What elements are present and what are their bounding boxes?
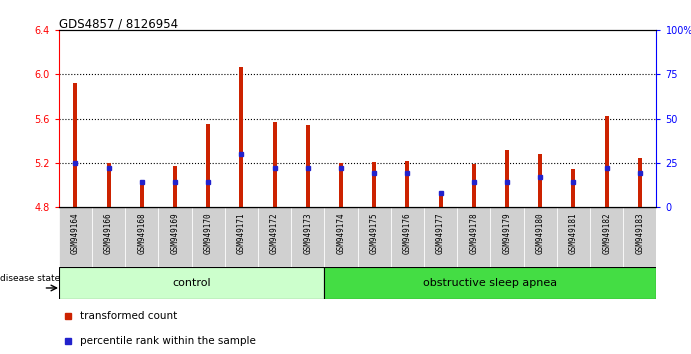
Bar: [505, 149, 509, 207]
Text: GSM949174: GSM949174: [337, 212, 346, 253]
FancyBboxPatch shape: [225, 207, 258, 267]
FancyBboxPatch shape: [358, 207, 391, 267]
Text: GSM949178: GSM949178: [469, 212, 478, 253]
Text: GSM949173: GSM949173: [303, 212, 312, 253]
Bar: [472, 164, 476, 207]
FancyBboxPatch shape: [191, 207, 225, 267]
FancyBboxPatch shape: [391, 207, 424, 267]
Bar: [605, 116, 609, 207]
Bar: [73, 83, 77, 207]
Text: GSM949177: GSM949177: [436, 212, 445, 253]
FancyBboxPatch shape: [590, 207, 623, 267]
Text: GSM949168: GSM949168: [138, 212, 146, 253]
FancyBboxPatch shape: [524, 207, 557, 267]
Text: GSM949179: GSM949179: [502, 212, 511, 253]
FancyBboxPatch shape: [457, 207, 491, 267]
Text: GSM949175: GSM949175: [370, 212, 379, 253]
Text: disease state: disease state: [0, 274, 60, 283]
Bar: [173, 166, 177, 207]
Text: GSM949172: GSM949172: [270, 212, 279, 253]
FancyBboxPatch shape: [623, 207, 656, 267]
Text: GSM949171: GSM949171: [237, 212, 246, 253]
Bar: [206, 124, 210, 207]
FancyBboxPatch shape: [158, 207, 191, 267]
Text: GSM949183: GSM949183: [635, 212, 644, 253]
FancyBboxPatch shape: [125, 207, 158, 267]
Bar: [538, 154, 542, 207]
FancyBboxPatch shape: [92, 207, 125, 267]
Bar: [439, 193, 443, 207]
Bar: [406, 161, 409, 207]
Text: GSM949166: GSM949166: [104, 212, 113, 253]
FancyBboxPatch shape: [324, 267, 656, 299]
Text: percentile rank within the sample: percentile rank within the sample: [79, 336, 256, 346]
Text: GSM949170: GSM949170: [204, 212, 213, 253]
FancyBboxPatch shape: [258, 207, 291, 267]
FancyBboxPatch shape: [59, 267, 324, 299]
Text: GSM949176: GSM949176: [403, 212, 412, 253]
FancyBboxPatch shape: [557, 207, 590, 267]
Text: GSM949169: GSM949169: [171, 212, 180, 253]
Text: obstructive sleep apnea: obstructive sleep apnea: [424, 278, 558, 288]
FancyBboxPatch shape: [291, 207, 324, 267]
Bar: [106, 163, 111, 207]
Text: GSM949182: GSM949182: [602, 212, 611, 253]
Text: transformed count: transformed count: [79, 311, 177, 321]
Bar: [272, 122, 276, 207]
Text: GSM949180: GSM949180: [536, 212, 545, 253]
Bar: [339, 163, 343, 207]
Bar: [571, 170, 576, 207]
Text: GDS4857 / 8126954: GDS4857 / 8126954: [59, 17, 178, 30]
Text: control: control: [172, 278, 211, 288]
FancyBboxPatch shape: [324, 207, 358, 267]
FancyBboxPatch shape: [424, 207, 457, 267]
Bar: [140, 185, 144, 207]
Bar: [638, 159, 642, 207]
FancyBboxPatch shape: [59, 207, 92, 267]
Text: GSM949181: GSM949181: [569, 212, 578, 253]
Bar: [372, 162, 376, 207]
FancyBboxPatch shape: [491, 207, 524, 267]
Bar: [239, 67, 243, 207]
Bar: [306, 125, 310, 207]
Text: GSM949164: GSM949164: [71, 212, 80, 253]
